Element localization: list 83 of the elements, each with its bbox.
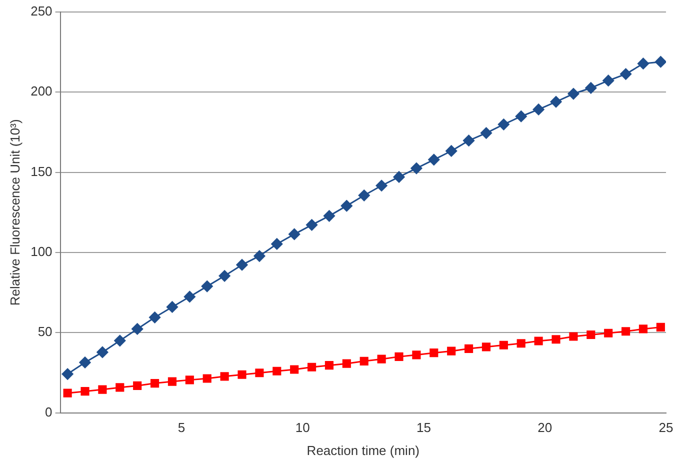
point [62,368,74,380]
x-tick-label: 5 [178,420,186,436]
point [185,376,194,384]
point [342,359,351,368]
point [236,259,248,271]
point [463,134,475,146]
point [412,350,421,360]
point [602,74,614,86]
point [377,354,386,364]
point [552,335,560,344]
point [114,334,126,346]
point [98,385,107,394]
point [532,104,544,116]
point [447,346,456,356]
point [464,344,474,353]
y-tick-label: 250 [30,4,52,19]
point [376,180,388,192]
point [184,290,196,302]
point [340,200,352,212]
point [79,356,91,368]
point [149,312,161,324]
point [271,238,283,250]
point [638,324,648,334]
y-tick-label: 100 [30,244,52,260]
point [272,366,282,376]
point [168,377,177,386]
point [446,145,458,157]
point [430,348,438,358]
point [654,56,666,68]
point [498,118,510,130]
point [620,68,632,80]
point [550,96,562,108]
point [238,370,246,379]
point [393,171,405,183]
point [116,383,124,392]
point [358,190,370,202]
point [394,352,404,361]
point [585,82,597,94]
y-axis-title: Relative Fluorescence Unit (10³) [7,119,22,306]
point [604,328,613,338]
point [254,250,266,262]
y-tick-label: 200 [30,84,52,99]
point [324,361,334,370]
point [218,270,230,282]
x-tick-label: 20 [538,420,552,436]
point [150,379,160,388]
point [80,387,90,396]
point [96,346,108,358]
point [656,322,665,332]
point [534,336,543,346]
point [255,368,264,378]
point [220,372,229,381]
point [621,327,630,336]
point [410,162,422,174]
point [480,127,492,139]
point [499,340,508,350]
point [132,323,144,335]
x-axis-title: Reaction time (min) [306,442,420,458]
point [166,301,178,313]
point [569,332,578,341]
point [201,280,213,292]
point [290,365,299,374]
point [637,58,649,70]
y-tick-label: 150 [30,164,52,179]
x-tick-label: 10 [295,420,310,436]
point [515,110,527,122]
point [568,88,580,100]
point [482,342,491,352]
point [586,330,596,340]
x-tick-label: 15 [416,420,431,436]
point [428,154,440,166]
point [63,388,72,398]
point [306,219,318,231]
point [360,356,368,366]
point [288,228,300,240]
x-tick-label: 25 [658,420,674,436]
y-tick-label: 0 [45,404,52,420]
point [202,374,212,383]
point [516,339,526,348]
point [323,210,335,222]
y-tick-label: 50 [38,324,52,340]
point [307,362,316,372]
point [133,381,142,390]
